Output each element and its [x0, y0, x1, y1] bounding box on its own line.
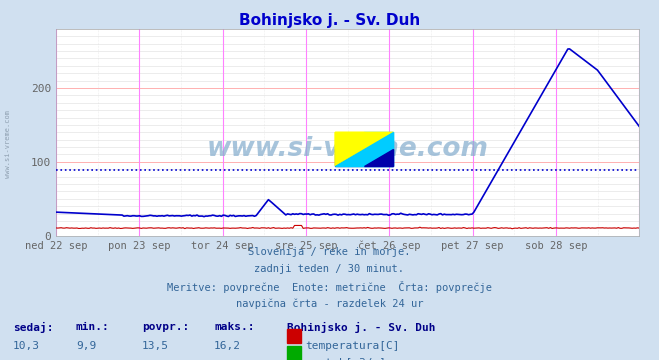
- Text: Bohinjsko j. - Sv. Duh: Bohinjsko j. - Sv. Duh: [239, 13, 420, 28]
- FancyBboxPatch shape: [364, 132, 393, 149]
- Text: sedaj:: sedaj:: [13, 322, 53, 333]
- Polygon shape: [364, 149, 393, 166]
- Text: Slovenija / reke in morje.: Slovenija / reke in morje.: [248, 247, 411, 257]
- Polygon shape: [335, 132, 393, 166]
- Text: 13,5: 13,5: [142, 341, 169, 351]
- Text: -nan: -nan: [214, 358, 241, 360]
- Text: Bohinjsko j. - Sv. Duh: Bohinjsko j. - Sv. Duh: [287, 322, 435, 333]
- Text: www.si-vreme.com: www.si-vreme.com: [207, 136, 488, 162]
- Text: temperatura[C]: temperatura[C]: [305, 341, 399, 351]
- FancyBboxPatch shape: [335, 132, 364, 149]
- Text: zadnji teden / 30 minut.: zadnji teden / 30 minut.: [254, 264, 405, 274]
- Text: navpična črta - razdelek 24 ur: navpična črta - razdelek 24 ur: [236, 298, 423, 309]
- Text: www.si-vreme.com: www.si-vreme.com: [5, 110, 11, 178]
- Polygon shape: [335, 132, 393, 166]
- Text: maks.:: maks.:: [214, 322, 254, 332]
- Text: 16,2: 16,2: [214, 341, 241, 351]
- FancyBboxPatch shape: [335, 149, 393, 166]
- Text: -nan: -nan: [76, 358, 103, 360]
- Text: Meritve: povprečne  Enote: metrične  Črta: povprečje: Meritve: povprečne Enote: metrične Črta:…: [167, 281, 492, 293]
- Text: 10,3: 10,3: [13, 341, 40, 351]
- Text: pretok[m3/s]: pretok[m3/s]: [305, 358, 386, 360]
- Text: 9,9: 9,9: [76, 341, 96, 351]
- Text: -nan: -nan: [142, 358, 169, 360]
- Text: -nan: -nan: [13, 358, 40, 360]
- Text: min.:: min.:: [76, 322, 109, 332]
- Text: povpr.:: povpr.:: [142, 322, 189, 332]
